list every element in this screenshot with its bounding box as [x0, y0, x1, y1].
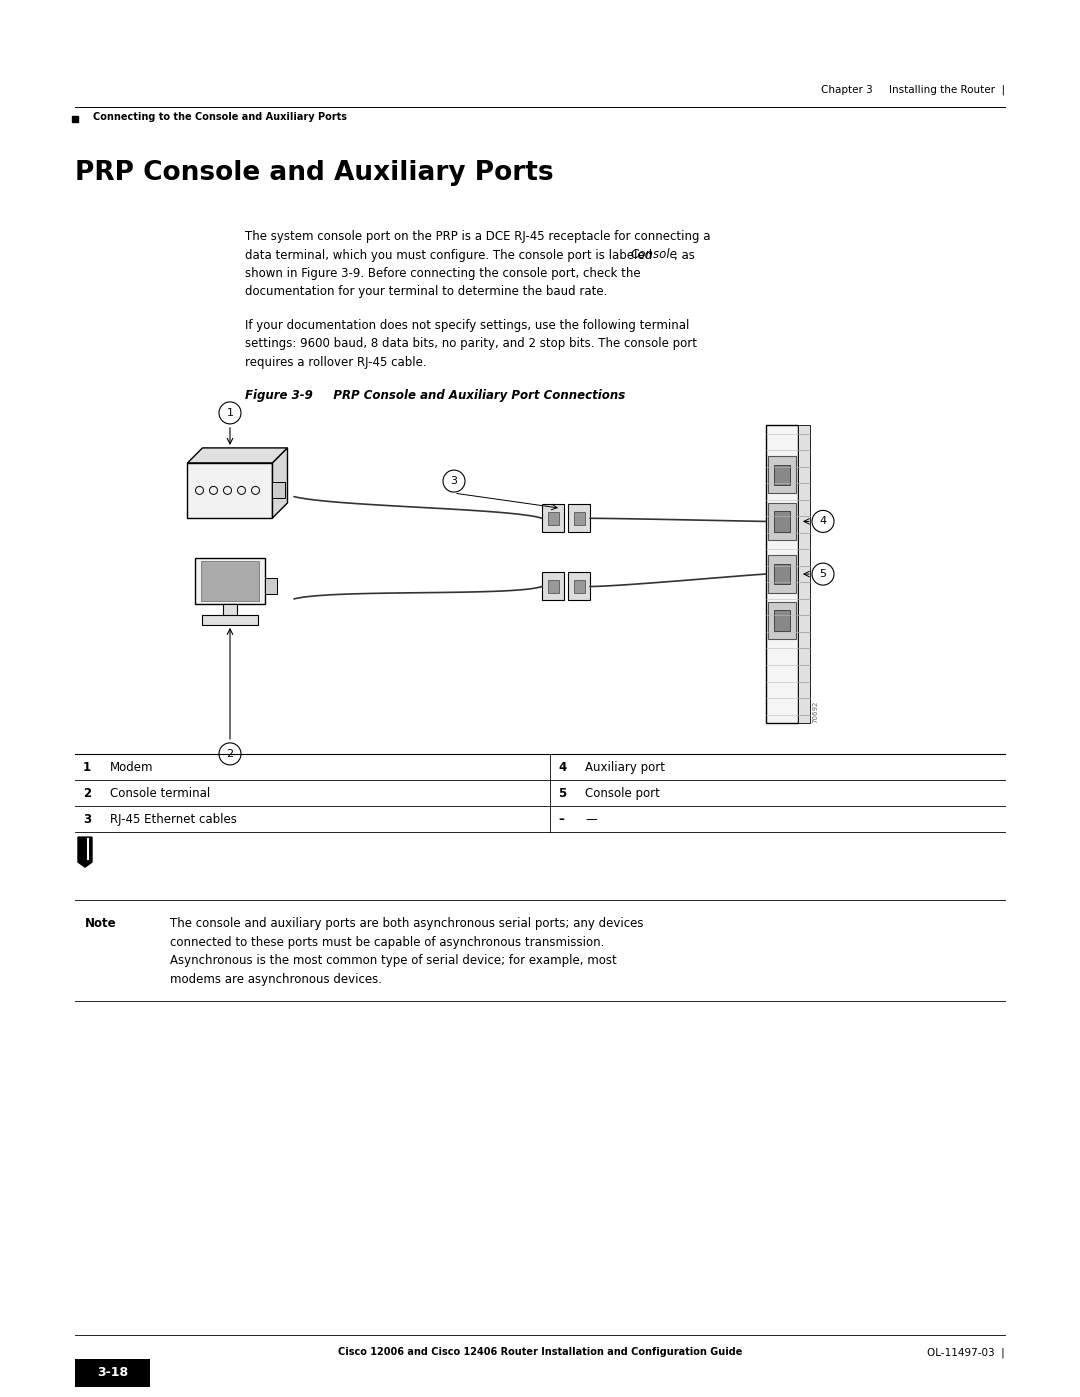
- Text: 2: 2: [83, 787, 91, 799]
- Text: 3: 3: [450, 476, 458, 486]
- Polygon shape: [272, 448, 287, 518]
- Text: , as: , as: [674, 249, 694, 261]
- Text: If your documentation does not specify settings, use the following terminal: If your documentation does not specify s…: [245, 319, 689, 332]
- Text: shown in Figure 3-9. Before connecting the console port, check the: shown in Figure 3-9. Before connecting t…: [245, 267, 640, 279]
- Text: 4: 4: [820, 517, 826, 527]
- Text: 5: 5: [820, 569, 826, 580]
- Text: Note: Note: [85, 916, 117, 930]
- FancyBboxPatch shape: [542, 573, 564, 601]
- FancyBboxPatch shape: [75, 1359, 150, 1387]
- FancyBboxPatch shape: [768, 457, 796, 493]
- Text: Console: Console: [630, 249, 677, 261]
- Text: PRP Console and Auxiliary Ports: PRP Console and Auxiliary Ports: [75, 161, 554, 186]
- FancyBboxPatch shape: [766, 425, 798, 722]
- FancyBboxPatch shape: [768, 556, 796, 592]
- FancyBboxPatch shape: [201, 562, 259, 601]
- FancyBboxPatch shape: [573, 511, 584, 525]
- FancyBboxPatch shape: [195, 559, 265, 604]
- Text: requires a rollover RJ-45 cable.: requires a rollover RJ-45 cable.: [245, 356, 427, 369]
- FancyBboxPatch shape: [573, 580, 584, 592]
- FancyBboxPatch shape: [568, 573, 590, 601]
- Text: OL-11497-03  |: OL-11497-03 |: [928, 1347, 1005, 1358]
- Text: —: —: [585, 813, 597, 826]
- Text: connected to these ports must be capable of asynchronous transmission.: connected to these ports must be capable…: [170, 936, 605, 949]
- FancyBboxPatch shape: [542, 504, 564, 532]
- FancyBboxPatch shape: [768, 503, 796, 541]
- Polygon shape: [188, 448, 287, 462]
- Text: 4: 4: [558, 760, 566, 774]
- Text: 3-18: 3-18: [97, 1366, 129, 1379]
- Text: 1: 1: [227, 408, 233, 418]
- FancyBboxPatch shape: [188, 462, 272, 518]
- Text: RJ-45 Ethernet cables: RJ-45 Ethernet cables: [110, 813, 237, 826]
- FancyBboxPatch shape: [774, 610, 789, 631]
- Text: The console and auxiliary ports are both asynchronous serial ports; any devices: The console and auxiliary ports are both…: [170, 916, 644, 930]
- Text: Asynchronous is the most common type of serial device; for example, most: Asynchronous is the most common type of …: [170, 954, 617, 967]
- FancyBboxPatch shape: [568, 504, 590, 532]
- Text: Console terminal: Console terminal: [110, 787, 211, 799]
- FancyBboxPatch shape: [265, 578, 276, 594]
- FancyBboxPatch shape: [774, 465, 789, 485]
- Text: 3: 3: [83, 813, 91, 826]
- FancyBboxPatch shape: [798, 425, 810, 722]
- Text: 70692: 70692: [812, 700, 818, 722]
- Text: Modem: Modem: [110, 760, 153, 774]
- FancyBboxPatch shape: [768, 602, 796, 640]
- Text: Console port: Console port: [585, 787, 660, 799]
- Text: Figure 3-9     PRP Console and Auxiliary Port Connections: Figure 3-9 PRP Console and Auxiliary Por…: [245, 390, 625, 402]
- FancyBboxPatch shape: [548, 580, 558, 592]
- Text: settings: 9600 baud, 8 data bits, no parity, and 2 stop bits. The console port: settings: 9600 baud, 8 data bits, no par…: [245, 337, 697, 351]
- Text: Cisco 12006 and Cisco 12406 Router Installation and Configuration Guide: Cisco 12006 and Cisco 12406 Router Insta…: [338, 1347, 742, 1356]
- Text: modems are asynchronous devices.: modems are asynchronous devices.: [170, 972, 382, 986]
- Text: data terminal, which you must configure. The console port is labeled: data terminal, which you must configure.…: [245, 249, 656, 261]
- Text: The system console port on the PRP is a DCE RJ-45 receptacle for connecting a: The system console port on the PRP is a …: [245, 231, 711, 243]
- FancyBboxPatch shape: [272, 482, 284, 499]
- Text: Auxiliary port: Auxiliary port: [585, 760, 665, 774]
- Text: Connecting to the Console and Auxiliary Ports: Connecting to the Console and Auxiliary …: [93, 112, 347, 122]
- Text: 1: 1: [83, 760, 91, 774]
- Text: 5: 5: [558, 787, 566, 799]
- Text: Chapter 3     Installing the Router  |: Chapter 3 Installing the Router |: [821, 84, 1005, 95]
- Text: 2: 2: [227, 749, 233, 759]
- FancyBboxPatch shape: [202, 615, 258, 624]
- Text: documentation for your terminal to determine the baud rate.: documentation for your terminal to deter…: [245, 285, 607, 299]
- Polygon shape: [78, 837, 92, 868]
- FancyBboxPatch shape: [774, 564, 789, 584]
- FancyBboxPatch shape: [548, 511, 558, 525]
- Text: –: –: [558, 813, 564, 826]
- FancyBboxPatch shape: [222, 604, 237, 617]
- FancyBboxPatch shape: [774, 511, 789, 532]
